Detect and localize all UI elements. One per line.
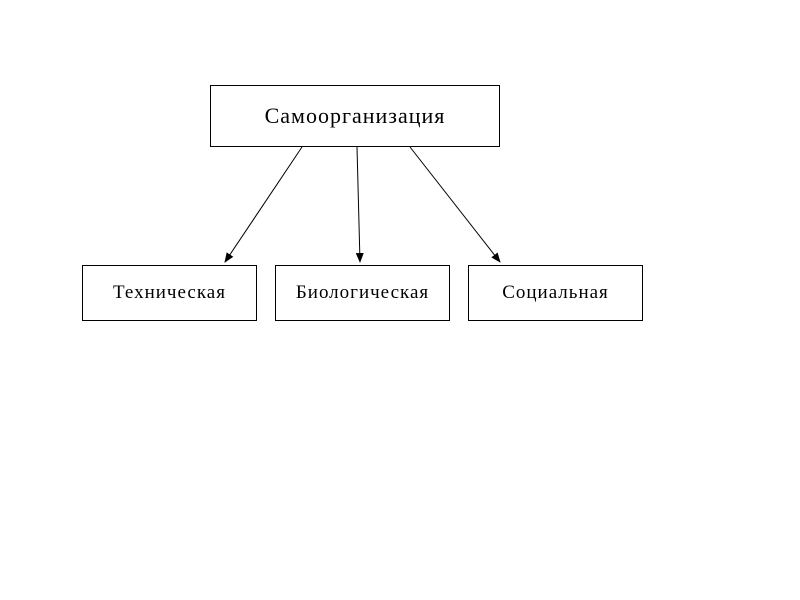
child-node-biological: Биологическая <box>275 265 450 321</box>
child-node-technical: Техническая <box>82 265 257 321</box>
edge-to-biological <box>357 147 360 262</box>
child-label: Социальная <box>502 282 609 304</box>
child-label: Биологическая <box>296 282 429 304</box>
root-node: Самоорганизация <box>210 85 500 147</box>
child-node-social: Социальная <box>468 265 643 321</box>
child-label: Техническая <box>113 282 226 304</box>
edge-to-social <box>410 147 500 262</box>
root-label: Самоорганизация <box>265 103 446 129</box>
edge-to-technical <box>225 147 302 262</box>
